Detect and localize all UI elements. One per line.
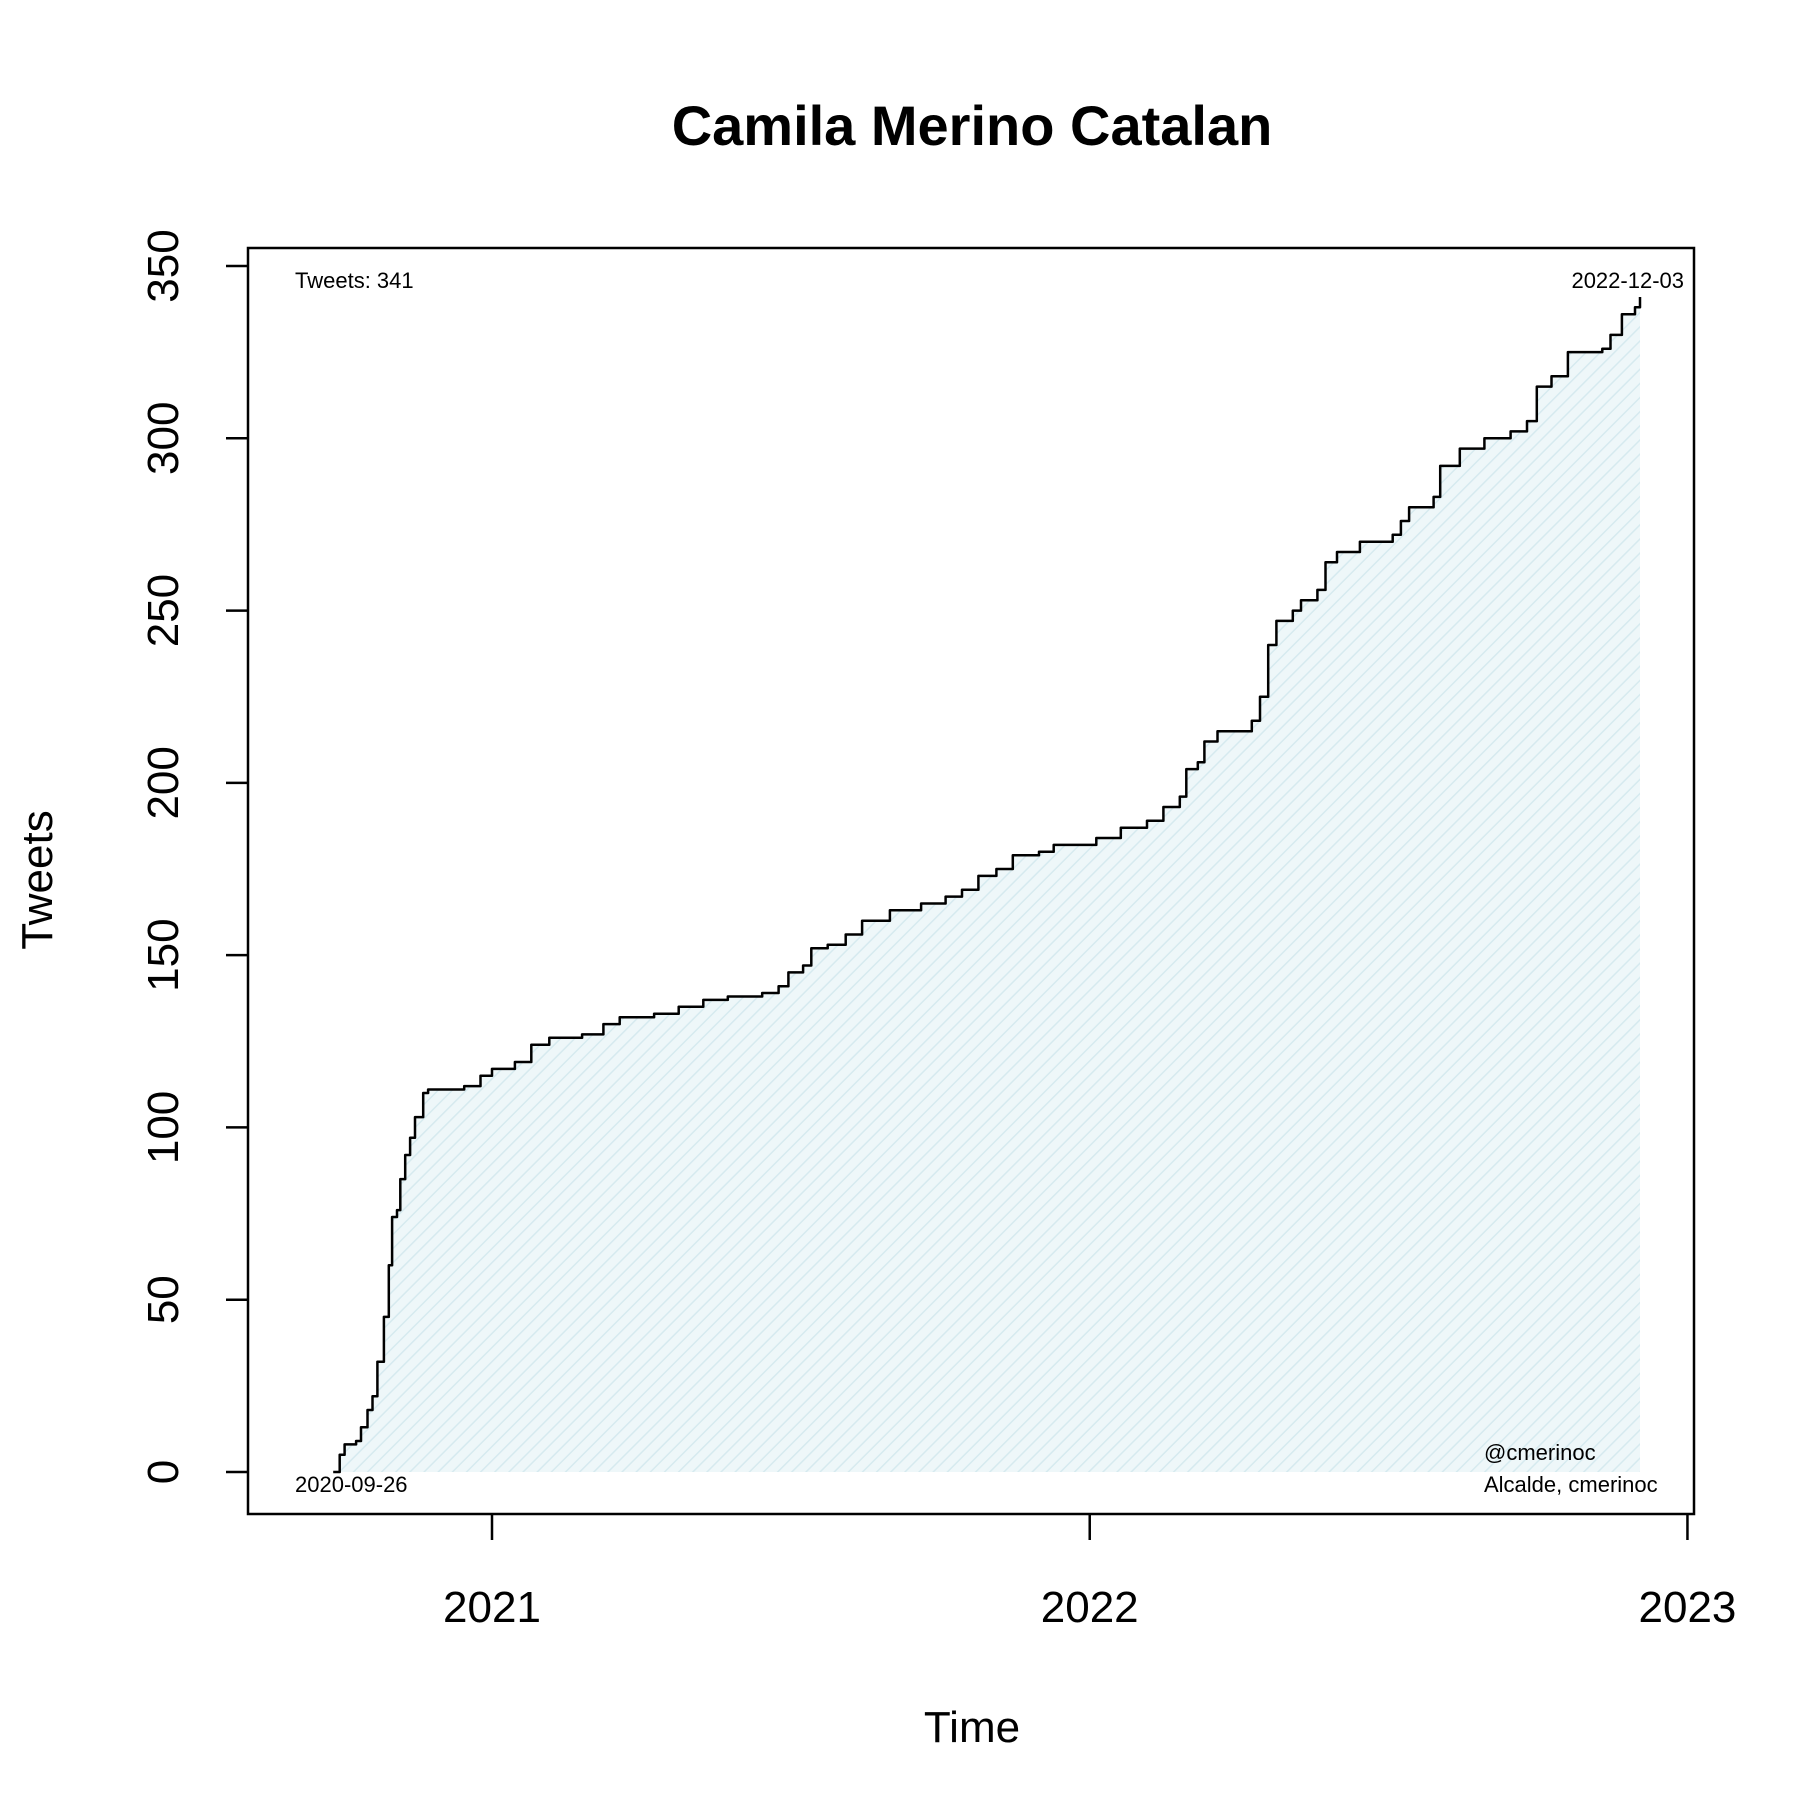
y-tick-label: 200 (139, 746, 188, 819)
plot-frame (246, 246, 1696, 1516)
y-tick-label: 0 (139, 1460, 188, 1484)
x-axis-label: Time (924, 1703, 1020, 1752)
subtitle-annotation: Alcalde, cmerinoc (1484, 1472, 1658, 1497)
y-axis-label: Tweets (13, 810, 62, 949)
y-tick-label: 100 (139, 1091, 188, 1164)
y-tick-label: 300 (139, 402, 188, 475)
handle-annotation: @cmerinoc (1484, 1440, 1596, 1465)
tweets-count-annotation: Tweets: 341 (295, 268, 414, 293)
chart-title: Camila Merino Catalan (672, 94, 1273, 157)
y-tick-label: 50 (139, 1275, 188, 1324)
area-fill-path (333, 297, 1641, 1472)
y-tick-label: 350 (139, 229, 188, 302)
x-tick-label: 2023 (1639, 1583, 1737, 1632)
x-tick-label: 2021 (443, 1583, 541, 1632)
start-date-annotation: 2020-09-26 (295, 1472, 408, 1497)
end-date-annotation: 2022-12-03 (1571, 268, 1684, 293)
series-line-path (333, 297, 1642, 1474)
x-axis: 2021 2022 2023 (443, 1514, 1736, 1632)
x-tick-label: 2022 (1041, 1583, 1139, 1632)
y-tick-label: 150 (139, 918, 188, 991)
area-fill (333, 297, 1641, 1472)
y-axis: 0 50 100 150 200 250 300 350 (139, 229, 248, 1484)
series-line (333, 297, 1642, 1474)
y-tick-label: 250 (139, 574, 188, 647)
